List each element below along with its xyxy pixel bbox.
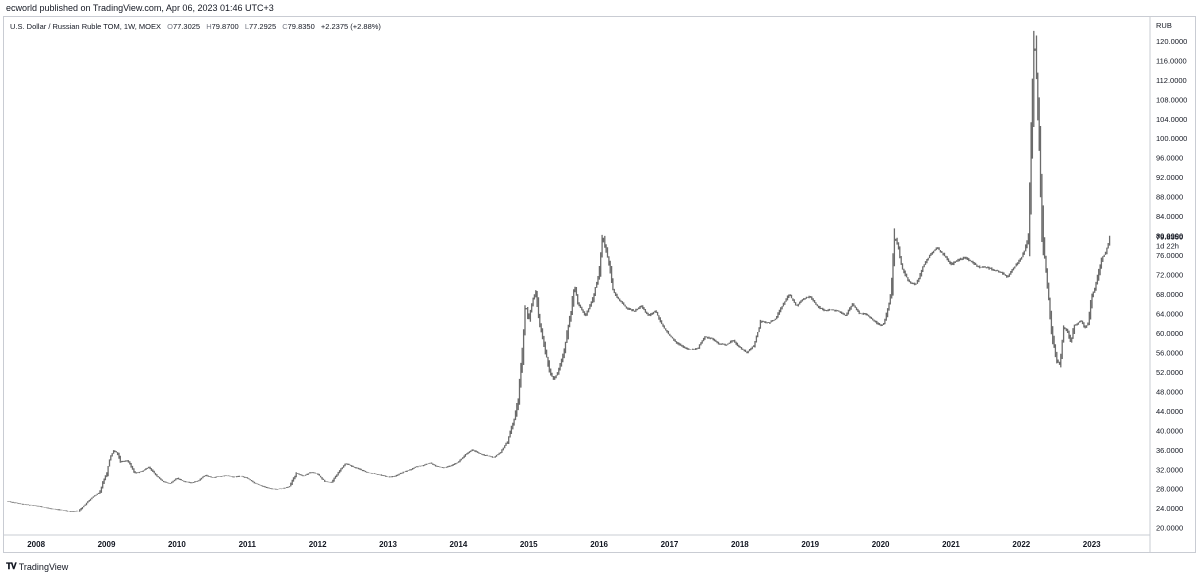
y-tick-label: 20.0000	[1156, 524, 1183, 533]
high-label: H	[206, 22, 212, 31]
symbol-name: U.S. Dollar / Russian Ruble TOM, 1W, MOE…	[10, 22, 162, 31]
y-tick-label: 120.0000	[1156, 37, 1187, 46]
y-tick-label: 52.0000	[1156, 368, 1183, 377]
price-axis: 20.0000 24.0000 28.0000 32.0000 36.0000 40.00…	[1156, 37, 1187, 533]
tradingview-brand: 𝐓𝐕 TradingView	[6, 561, 68, 572]
close-value: 79.8350	[287, 22, 315, 31]
x-tick-label: 2020	[872, 540, 890, 549]
currency-label: RUB	[1156, 21, 1172, 30]
y-tick-label: 116.0000	[1156, 56, 1187, 65]
y-tick-label: 40.0000	[1156, 426, 1183, 435]
y-tick-label: 44.0000	[1156, 407, 1183, 416]
chart-frame	[3, 16, 1196, 553]
x-tick-label: 2023	[1083, 540, 1101, 549]
y-tick-label: 112.0000	[1156, 76, 1187, 85]
candle-bars	[7, 30, 1111, 512]
y-tick-label: 84.0000	[1156, 212, 1183, 221]
open-value: 77.3025	[172, 22, 201, 31]
x-tick-label: 2017	[661, 540, 679, 549]
candle-series	[7, 30, 1111, 512]
y-tick-label: 92.0000	[1156, 173, 1183, 182]
x-tick-label: 2008	[27, 540, 45, 549]
x-tick-label: 2019	[801, 540, 819, 549]
y-tick-label: 64.0000	[1156, 309, 1183, 318]
brand-name: TradingView	[18, 561, 69, 572]
y-tick-label: 96.0000	[1156, 154, 1183, 163]
y-tick-label: 104.0000	[1156, 115, 1187, 124]
last-price-countdown: 1d 22h	[1156, 241, 1179, 250]
y-tick-label: 80.0000	[1156, 232, 1183, 241]
last-price-marker: 79.8350 1d 22h	[1156, 232, 1183, 250]
tradingview-logo-icon: 𝐓𝐕	[6, 561, 17, 571]
low-label: L	[244, 22, 249, 31]
x-tick-label: 2018	[731, 540, 749, 549]
x-tick-label: 2014	[449, 540, 467, 549]
x-tick-label: 2012	[309, 540, 327, 549]
high-value: 79.8700	[211, 22, 239, 31]
change-value: +2.2375 (+2.88%)	[320, 22, 381, 31]
y-tick-label: 60.0000	[1156, 329, 1183, 338]
x-tick-label: 2021	[942, 540, 960, 549]
low-value: 77.2925	[249, 22, 277, 31]
y-tick-label: 68.0000	[1156, 290, 1183, 299]
x-tick-label: 2011	[239, 540, 257, 549]
x-tick-label: 2015	[520, 540, 538, 549]
y-tick-label: 56.0000	[1156, 348, 1183, 357]
y-tick-label: 72.0000	[1156, 271, 1183, 280]
y-tick-label: 100.0000	[1156, 134, 1187, 143]
symbol-legend: U.S. Dollar / Russian Ruble TOM, 1W, MOE…	[10, 22, 385, 31]
y-tick-label: 28.0000	[1156, 485, 1183, 494]
publish-header: ecworld published on TradingView.com, Ap…	[0, 0, 1200, 16]
y-tick-label: 88.0000	[1156, 193, 1183, 202]
open-label: O	[167, 22, 173, 31]
x-tick-label: 2010	[168, 540, 186, 549]
y-tick-label: 32.0000	[1156, 465, 1183, 474]
x-tick-label: 2009	[98, 540, 116, 549]
y-tick-label: 48.0000	[1156, 387, 1183, 396]
y-tick-label: 108.0000	[1156, 95, 1187, 104]
y-tick-label: 76.0000	[1156, 251, 1183, 260]
x-tick-label: 2013	[379, 540, 397, 549]
close-label: C	[282, 22, 288, 31]
x-tick-label: 2022	[1012, 540, 1030, 549]
time-axis: 2008 2009 2010 2011 2012 2013 2014 2015 2016 2017…	[27, 540, 1101, 549]
publish-info: ecworld published on TradingView.com, Ap…	[6, 3, 274, 13]
y-tick-label: 24.0000	[1156, 504, 1183, 513]
y-tick-label: 36.0000	[1156, 446, 1183, 455]
last-price-value: 79.8350	[1156, 232, 1183, 241]
x-tick-label: 2016	[590, 540, 608, 549]
